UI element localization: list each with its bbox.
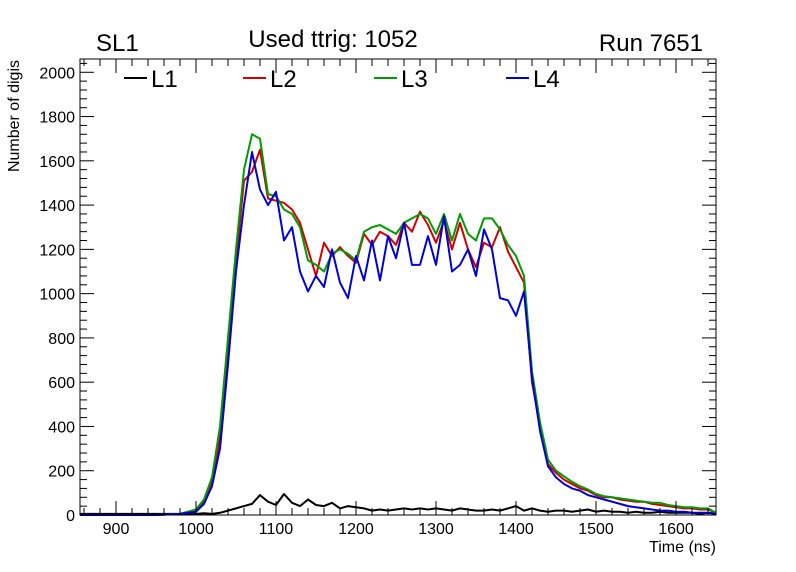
x-tick-label: 1000 [178, 521, 214, 538]
legend-label-l4: L4 [533, 66, 560, 93]
y-tick-label: 800 [48, 331, 75, 348]
legend-label-l2: L2 [270, 66, 297, 93]
x-tick-label: 1500 [578, 521, 614, 538]
series-line-l3 [80, 133, 717, 516]
y-tick-label: 400 [48, 419, 75, 436]
y-tick-label: 600 [48, 375, 75, 392]
y-tick-label: 2000 [39, 65, 75, 82]
legend-label-l1: L1 [151, 66, 178, 93]
header-center-label: Used ttrig: 1052 [248, 26, 417, 53]
y-tick-label: 1600 [39, 154, 75, 171]
y-tick-label: 1400 [39, 198, 75, 215]
x-tick-label: 1600 [658, 521, 694, 538]
x-tick-label: 1200 [338, 521, 374, 538]
legend-label-l3: L3 [401, 66, 428, 93]
plot-frame [79, 58, 717, 516]
legend: L1 L2 L3 L4 [124, 66, 560, 93]
header-left-label: SL1 [96, 30, 139, 57]
y-tick-label: 1200 [39, 242, 75, 259]
x-tick-label: 900 [103, 521, 130, 538]
axes: 900 1000 1100 1200 1300 1400 1500 1600 0 200 400 60… [39, 58, 717, 538]
header-right-label: Run 7651 [599, 30, 703, 57]
y-tick-label: 1000 [39, 287, 75, 304]
y-tick-label: 200 [48, 464, 75, 481]
x-axis-label: Time (ns) [649, 539, 716, 556]
x-tick-label: 1300 [418, 521, 454, 538]
y-axis-label: Number of digis [6, 60, 23, 172]
series-lines [80, 133, 717, 516]
series-line-l2 [80, 148, 717, 516]
series-line-l1 [80, 493, 717, 515]
x-tick-label: 1100 [259, 521, 294, 538]
y-tick-label: 1800 [39, 110, 75, 127]
series-line-l4 [80, 151, 717, 516]
y-tick-label: 0 [66, 508, 75, 525]
x-tick-label: 1400 [498, 521, 534, 538]
